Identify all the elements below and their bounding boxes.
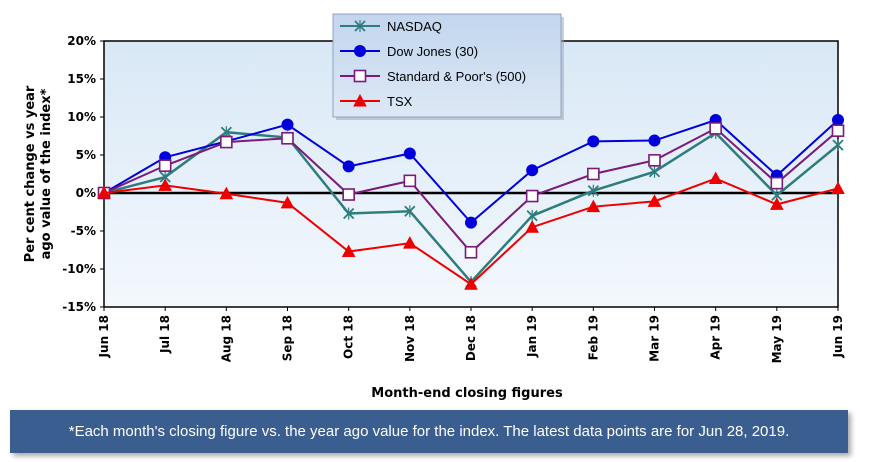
- data-point-standard-poor-s-500: [158, 159, 172, 172]
- data-point-nasdaq: [343, 207, 355, 220]
- x-tick-label: Apr 19: [709, 315, 723, 360]
- data-point-tsx: [402, 236, 417, 249]
- data-point-dow-jones-30: [403, 147, 416, 160]
- data-point-tsx: [464, 277, 478, 290]
- y-tick-label: 5%: [76, 148, 96, 162]
- legend-marker: [353, 93, 367, 107]
- data-point-tsx: [280, 195, 295, 209]
- data-point-tsx: [708, 171, 723, 185]
- y-axis-title-line-2: ago value of the index*: [39, 88, 54, 259]
- legend-label: Dow Jones (30): [387, 44, 478, 59]
- legend-label: Standard & Poor's (500): [387, 69, 526, 84]
- data-point-nasdaq: [587, 184, 599, 197]
- data-point-nasdaq: [404, 205, 416, 218]
- y-tick-label: 0%: [76, 186, 96, 200]
- data-point-nasdaq: [648, 165, 661, 178]
- legend-label: TSX: [387, 94, 413, 109]
- x-tick-label: Jul 18: [158, 315, 172, 354]
- y-tick-label: -15%: [62, 300, 96, 314]
- x-tick-label: Oct 18: [342, 315, 356, 359]
- footnote: *Each month's closing figure vs. the yea…: [10, 410, 848, 453]
- x-tick-label: Aug 18: [219, 315, 233, 362]
- x-tick-label: May 19: [770, 315, 784, 363]
- data-point-standard-poor-s-500: [587, 167, 600, 181]
- line-chart: 20% 15% 10% 5% 0% -5% -10% -15% Jun 18 Jul 18 Aug…: [23, 13, 845, 401]
- y-tick-label: 10%: [67, 110, 96, 124]
- y-tick-label: -5%: [71, 224, 96, 238]
- data-point-dow-jones-30: [342, 160, 355, 173]
- legend-item-tsx: TSX: [340, 93, 413, 109]
- x-tick-label: Dec 18: [464, 315, 478, 361]
- data-point-tsx: [219, 186, 234, 200]
- data-point-standard-poor-s-500: [403, 174, 417, 188]
- data-point-standard-poor-s-500: [464, 245, 478, 259]
- data-point-tsx: [525, 220, 540, 233]
- data-point-standard-poor-s-500: [831, 124, 845, 137]
- data-point-nasdaq: [832, 139, 844, 152]
- data-point-tsx: [647, 194, 662, 207]
- series-standard-poor-s-500: [97, 122, 845, 259]
- legend-item-dow-jones-30: Dow Jones (30): [340, 44, 478, 59]
- data-point-tsx: [586, 199, 601, 213]
- legend-item-standard-poor-s-500: Standard & Poor's (500): [340, 69, 526, 84]
- footnote-text: *Each month's closing figure vs. the yea…: [68, 423, 790, 440]
- data-point-tsx: [97, 185, 111, 199]
- data-point-standard-poor-s-500: [525, 189, 539, 203]
- legend: NASDAQ Dow Jones (30) Standard & Poor's (5…: [332, 13, 564, 120]
- legend-marker: [354, 20, 366, 32]
- y-axis-ticks: 20% 15% 10% 5% 0% -5% -10% -15%: [62, 34, 104, 314]
- x-tick-label: Mar 19: [648, 315, 662, 362]
- y-tick-label: 20%: [67, 34, 96, 48]
- x-axis-title: Month-end closing figures: [371, 386, 563, 401]
- data-point-standard-poor-s-500: [342, 188, 355, 201]
- data-point-dow-jones-30: [648, 134, 661, 147]
- legend-item-nasdaq: NASDAQ: [340, 19, 442, 34]
- data-point-standard-poor-s-500: [770, 176, 784, 190]
- legend-box: [332, 13, 562, 118]
- x-tick-label: Jun 19: [831, 315, 845, 358]
- x-tick-label: Jun 18: [97, 315, 111, 358]
- y-tick-label: -10%: [62, 262, 96, 276]
- x-axis-ticks: Jun 18 Jul 18 Aug 18 Sep 18 Oct 18 Nov 18 Dec …: [97, 307, 845, 363]
- data-point-standard-poor-s-500: [648, 154, 661, 167]
- data-point-dow-jones-30: [281, 118, 294, 131]
- data-point-dow-jones-30: [465, 216, 477, 229]
- legend-marker: [353, 69, 367, 83]
- x-tick-label: Sep 18: [281, 315, 295, 361]
- x-tick-label: Jan 19: [525, 315, 539, 358]
- data-point-dow-jones-30: [832, 114, 844, 127]
- data-point-dow-jones-30: [587, 135, 600, 148]
- data-point-standard-poor-s-500: [220, 135, 233, 149]
- series-group: [97, 114, 845, 290]
- y-axis-title-line-1: Per cent change vs year: [23, 85, 38, 262]
- data-point-standard-poor-s-500: [281, 131, 294, 145]
- legend-label: NASDAQ: [387, 19, 442, 34]
- data-point-tsx: [769, 197, 784, 210]
- x-tick-label: Nov 18: [403, 315, 417, 362]
- series-tsx: [97, 171, 845, 290]
- data-point-tsx: [831, 181, 845, 194]
- data-point-tsx: [158, 178, 173, 191]
- y-tick-label: 15%: [67, 72, 96, 86]
- data-point-tsx: [341, 244, 356, 258]
- data-point-standard-poor-s-500: [709, 122, 722, 135]
- y-axis-title: Per cent change vs yearago value of the …: [23, 85, 54, 262]
- x-tick-label: Feb 19: [586, 315, 600, 360]
- data-point-nasdaq: [526, 209, 538, 222]
- legend-marker: [354, 45, 366, 57]
- data-point-dow-jones-30: [526, 164, 539, 177]
